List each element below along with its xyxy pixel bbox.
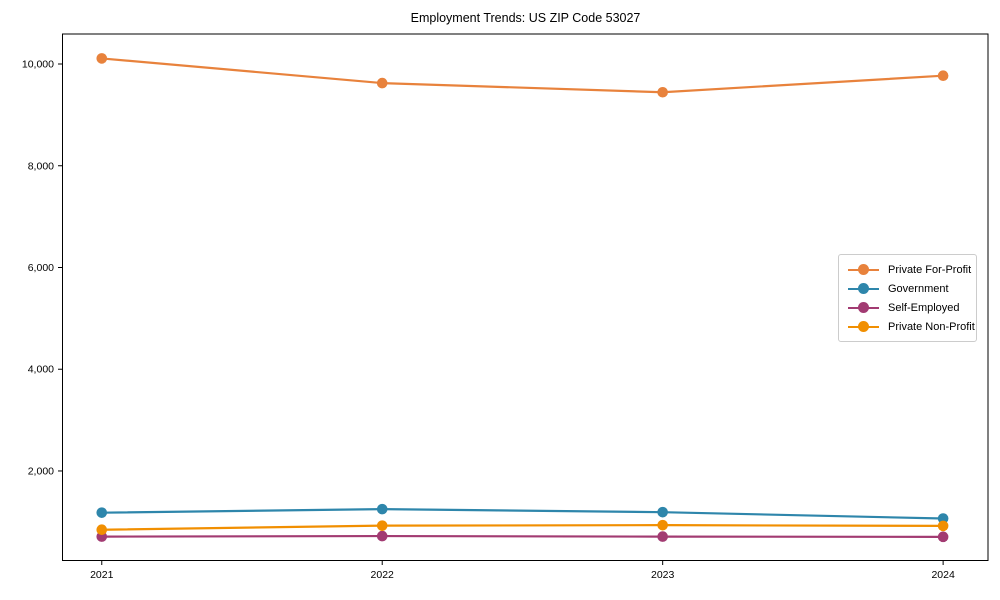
data-point-marker[interactable] (376, 530, 388, 542)
line-marker-swatch-icon (848, 321, 879, 332)
x-tick-label: 2021 (90, 569, 114, 581)
data-point-marker[interactable] (657, 506, 668, 518)
data-point-marker[interactable] (376, 503, 388, 515)
data-point-marker[interactable] (376, 520, 388, 531)
legend-entry-government: Government (848, 279, 968, 298)
data-point-marker[interactable] (96, 53, 108, 64)
line-marker-swatch-icon (848, 302, 879, 313)
data-point-marker[interactable] (937, 70, 949, 82)
chart-legend: Private For-Profit Government Self-Emplo… (838, 254, 977, 342)
series-line-self-employed (100, 534, 945, 538)
y-tick-label: 6,000 (28, 262, 54, 274)
line-marker-swatch-icon (848, 264, 879, 275)
y-tick-label: 10,000 (22, 59, 54, 71)
legend-label: Private For-Profit (888, 263, 972, 276)
data-point-marker[interactable] (657, 86, 668, 98)
series-line-government (100, 508, 945, 520)
line-marker-swatch-icon (848, 283, 879, 294)
data-point-marker[interactable] (96, 524, 108, 536)
data-point-marker[interactable] (376, 77, 388, 89)
legend-entry-private-for-profit: Private For-Profit (848, 260, 972, 279)
chart-title: Employment Trends: US ZIP Code 53027 (410, 11, 641, 25)
series-line-private-non-profit (100, 524, 945, 531)
data-point-marker[interactable] (937, 531, 949, 543)
legend-label: Government (888, 282, 949, 295)
x-tick-label: 2024 (931, 569, 955, 581)
x-tick-label: 2023 (651, 569, 675, 581)
data-point-marker[interactable] (937, 520, 949, 532)
x-tick-label: 2022 (371, 569, 395, 581)
data-point-marker[interactable] (657, 531, 668, 542)
y-tick-label: 4,000 (28, 364, 54, 376)
data-point-marker[interactable] (96, 507, 108, 518)
data-point-marker[interactable] (657, 519, 668, 531)
series-line-private-for-profit (100, 57, 945, 94)
plot-border (62, 33, 989, 561)
legend-entry-self-employed: Self-Employed (848, 298, 968, 317)
legend-label: Private Non-Profit (888, 320, 975, 333)
legend-entry-private-non-profit: Private Non-Profit (848, 317, 975, 336)
y-tick-label: 8,000 (28, 160, 54, 172)
legend-label: Self-Employed (888, 301, 960, 314)
data-point-marker[interactable] (937, 513, 949, 524)
y-tick-label: 2,000 (28, 465, 54, 477)
